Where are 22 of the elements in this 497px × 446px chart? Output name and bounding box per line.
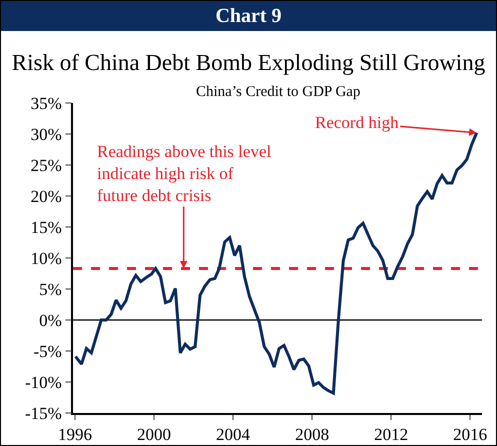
x-tick-label: 2004	[216, 425, 251, 444]
y-tick-label: 10%	[30, 248, 62, 268]
y-tick-label: 20%	[30, 186, 62, 206]
x-tick-label: 1996	[58, 425, 92, 444]
y-tick-label: 0%	[39, 310, 62, 330]
caption: Chart 9	[1, 1, 496, 31]
y-tick-label: 25%	[30, 156, 62, 175]
y-tick-label: 30%	[30, 124, 62, 144]
y-tick-label: 15%	[30, 218, 62, 237]
y-tick-label: -5%	[34, 342, 62, 361]
y-tick-label: 35%	[30, 94, 62, 113]
x-tick-label: 2016	[453, 425, 488, 444]
x-tick-label: 2012	[374, 425, 408, 444]
chart-title: Risk of China Debt Bomb Exploding Still Growing	[12, 50, 486, 75]
y-tick-label: -10%	[25, 372, 62, 392]
y-tick-label: 5%	[39, 280, 62, 299]
x-tick-label: 2000	[137, 425, 172, 444]
x-tick-label: 2008	[295, 425, 330, 444]
annotation: Readings above this level indicate high risk of future debt crisis	[97, 142, 272, 206]
chart-subtitle: China’s Credit to GDP Gap	[196, 84, 360, 100]
annotation: Record high	[315, 113, 400, 132]
y-tick-label: -15%	[25, 404, 62, 423]
